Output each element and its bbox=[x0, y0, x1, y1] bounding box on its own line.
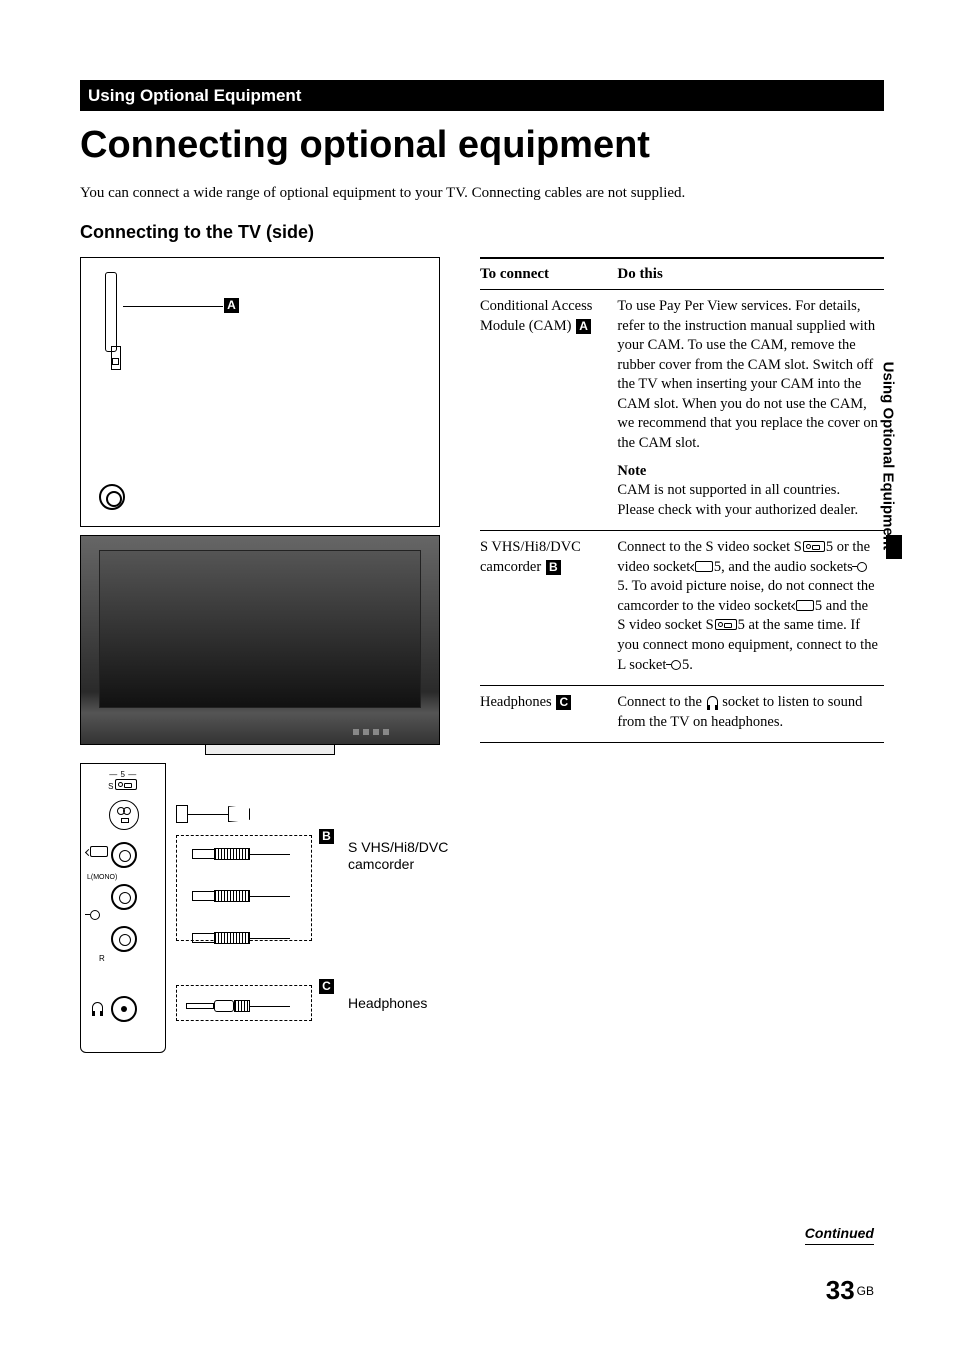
audio-r-rca-icon bbox=[111, 926, 137, 952]
rca-plug-l-icon bbox=[192, 887, 290, 899]
ref-c-inline-icon: C bbox=[556, 695, 571, 710]
headphone-inline-icon bbox=[707, 696, 718, 707]
page-title: Connecting optional equipment bbox=[80, 125, 884, 167]
side-panel: — 5 — S L(MONO) R bbox=[80, 763, 166, 1053]
table-row: Headphones C Connect to the socket to li… bbox=[480, 686, 884, 743]
callout-line-a bbox=[123, 306, 223, 307]
audio-in-symbol-icon bbox=[89, 910, 101, 921]
video-rca-icon bbox=[111, 842, 137, 868]
side-tab: Using Optional Equipment bbox=[879, 362, 896, 550]
cam-slot-icon bbox=[105, 272, 117, 352]
ref-b-inline-icon: B bbox=[546, 560, 561, 575]
cell-to-connect-camcorder: S VHS/Hi8/DVC camcorder B bbox=[480, 531, 617, 686]
s-video-inline-icon bbox=[803, 541, 825, 552]
cell-do-this-cam: To use Pay Per View services. For detail… bbox=[617, 290, 884, 531]
content-columns: A — 5 — S L(MONO) bbox=[80, 257, 884, 1053]
ref-b-icon: B bbox=[319, 829, 334, 844]
page-number: 33 bbox=[826, 1275, 855, 1305]
r-label: R bbox=[99, 954, 105, 963]
connection-table: To connect Do this Conditional Access Mo… bbox=[480, 257, 884, 744]
s-video-plug-icon bbox=[176, 805, 250, 823]
headphone-symbol-icon bbox=[91, 1002, 104, 1015]
rca-plug-r-icon bbox=[192, 929, 290, 941]
connection-diagram: A — 5 — S L(MONO) bbox=[80, 257, 460, 1053]
video-in-symbol-icon bbox=[89, 846, 109, 858]
tv-stand-icon bbox=[205, 745, 335, 755]
manual-page: Using Optional Equipment Connecting opti… bbox=[0, 0, 954, 1356]
jack-icon bbox=[99, 484, 125, 510]
subheading: Connecting to the TV (side) bbox=[80, 222, 884, 243]
headphone-jack-icon bbox=[111, 996, 137, 1022]
headphone-plug-icon bbox=[186, 997, 290, 1009]
ref-a-inline-icon: A bbox=[576, 319, 591, 334]
page-footer: Continued 33GB bbox=[805, 1225, 874, 1306]
note-label: Note bbox=[617, 462, 878, 482]
s-video-jack-icon bbox=[109, 800, 139, 830]
ref-c-icon: C bbox=[319, 979, 334, 994]
section-bar: Using Optional Equipment bbox=[80, 80, 884, 111]
video-inline-icon bbox=[695, 561, 713, 572]
cell-do-this-headphones: Connect to the socket to listen to sound… bbox=[617, 686, 884, 743]
table-row: Conditional Access Module (CAM) A To use… bbox=[480, 290, 884, 531]
continued-label: Continued bbox=[805, 1225, 874, 1245]
ref-a-icon: A bbox=[224, 298, 239, 313]
table-header-row: To connect Do this bbox=[480, 258, 884, 290]
cell-to-connect-headphones: Headphones C bbox=[480, 686, 617, 743]
s-video-inline-icon-2 bbox=[715, 619, 737, 630]
cell-do-this-camcorder: Connect to the S video socket S5 or the … bbox=[617, 531, 884, 686]
audio-l-rca-icon bbox=[111, 884, 137, 910]
tv-illustration bbox=[80, 535, 440, 745]
cell-to-connect-cam: Conditional Access Module (CAM) A bbox=[480, 290, 617, 531]
instructions-column: To connect Do this Conditional Access Mo… bbox=[480, 257, 884, 744]
headphones-label: Headphones bbox=[348, 995, 427, 1012]
table-row: S VHS/Hi8/DVC camcorder B Connect to the… bbox=[480, 531, 884, 686]
header-do-this: Do this bbox=[617, 258, 884, 290]
page-number-suffix: GB bbox=[857, 1284, 874, 1298]
rca-plug-video-icon bbox=[192, 845, 290, 857]
video-inline-icon-2 bbox=[796, 600, 814, 611]
s-video-symbol-icon bbox=[115, 779, 137, 790]
cam-slot-panel: A bbox=[80, 257, 440, 527]
audio-inline-icon bbox=[857, 562, 867, 572]
audio-inline-icon-2 bbox=[671, 660, 681, 670]
cam-slot-dot-icon bbox=[112, 358, 119, 365]
port-5-label: — 5 — S bbox=[81, 770, 165, 791]
intro-paragraph: You can connect a wide range of optional… bbox=[80, 185, 884, 202]
tv-screen-icon bbox=[99, 550, 421, 708]
header-to-connect: To connect bbox=[480, 258, 617, 290]
tv-buttons-icon bbox=[353, 722, 413, 728]
camcorder-label: S VHS/Hi8/DVC camcorder bbox=[348, 839, 448, 873]
l-mono-label: L(MONO) bbox=[87, 874, 117, 881]
